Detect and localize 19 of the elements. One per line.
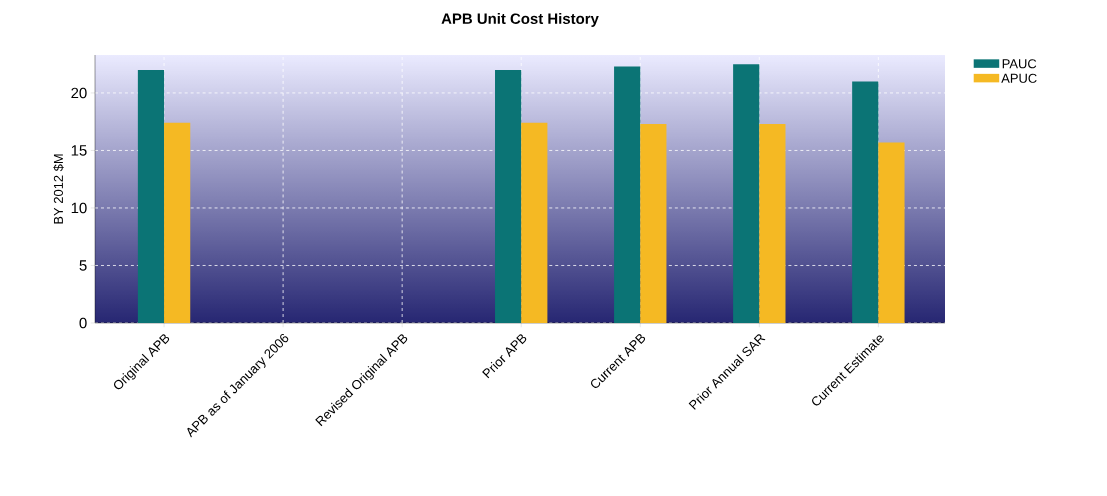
bar xyxy=(521,122,548,323)
bar xyxy=(852,81,879,323)
bar xyxy=(614,66,641,323)
y-axis-title: BY 2012 $M xyxy=(53,154,64,224)
bar xyxy=(759,124,786,323)
bar xyxy=(878,142,905,323)
chart-title: APB Unit Cost History xyxy=(441,13,599,27)
bar xyxy=(495,69,522,323)
legend-label: PAUC xyxy=(1002,59,1037,69)
bar xyxy=(137,69,165,323)
bar xyxy=(164,122,191,323)
y-tick-label: 20 xyxy=(71,87,87,99)
y-tick-label: 15 xyxy=(71,145,87,156)
y-tick-label: 0 xyxy=(79,317,87,329)
bar xyxy=(640,124,667,323)
bar xyxy=(733,64,760,323)
legend-label: APUC xyxy=(1001,73,1037,83)
y-tick-label: 5 xyxy=(79,260,87,271)
y-tick-label: 10 xyxy=(71,202,87,214)
